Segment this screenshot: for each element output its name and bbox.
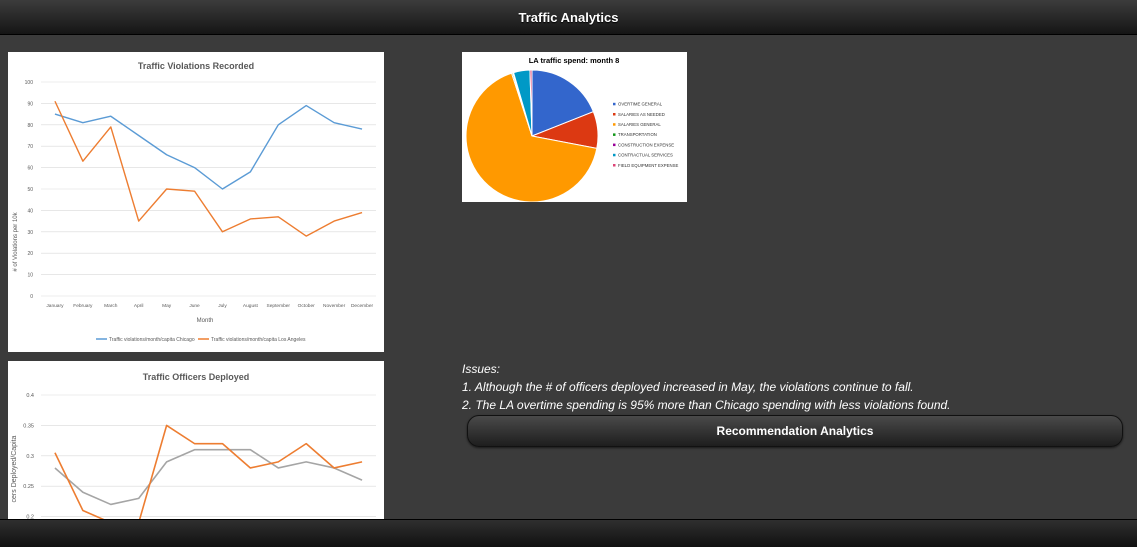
legend-swatch: [613, 133, 616, 136]
legend-swatch: [613, 154, 616, 157]
legend-swatch: [613, 113, 616, 116]
y-axis-label: cers Deployed/Capita: [11, 435, 18, 502]
legend-label: OVERTIME GENERAL: [618, 102, 663, 107]
spend-pie-panel: LA traffic spend: month 8 OVERTIME GENER…: [462, 52, 687, 202]
y-tick-label: 70: [27, 144, 33, 150]
officers-line-chart: Traffic Officers Deployed cers Deployed/…: [8, 361, 384, 519]
legend-label: FIELD EQUIPMENT EXPENSE: [618, 163, 678, 168]
legend-label: SALARIES GENERAL: [618, 122, 661, 127]
app-header: Traffic Analytics: [0, 0, 1137, 35]
legend-swatch: [613, 164, 616, 167]
y-tick-label: 0.25: [23, 484, 34, 490]
chart-title: Traffic Violations Recorded: [138, 61, 254, 71]
x-tick-label: April: [134, 303, 144, 309]
chart-title: Traffic Officers Deployed: [143, 372, 250, 382]
recommendation-analytics-button[interactable]: Recommendation Analytics: [467, 415, 1123, 447]
x-tick-label: June: [189, 303, 200, 309]
y-tick-label: 10: [27, 273, 33, 279]
legend-swatch: [613, 123, 616, 126]
issues-heading: Issues:: [462, 360, 1062, 378]
issues-section: Issues: 1. Although the # of officers de…: [462, 360, 1062, 414]
chart-legend: Traffic violations/month/capita Chicago …: [96, 337, 306, 343]
series-line-orange: [55, 425, 362, 519]
legend-label: SALARIES AS NEEDED: [618, 112, 665, 117]
y-tick-label: 80: [27, 123, 33, 129]
x-tick-label: February: [73, 303, 93, 309]
series-line-los-angeles: [55, 101, 362, 236]
legend-swatch: [613, 144, 616, 147]
y-tick-label: 100: [25, 80, 34, 86]
x-tick-label: July: [218, 303, 227, 309]
x-tick-label: January: [46, 303, 64, 309]
y-tick-label: 40: [27, 208, 33, 214]
y-tick-label: 0.3: [26, 454, 34, 460]
issue-item-1: 1. Although the # of officers deployed i…: [462, 378, 1062, 396]
legend-label: CONSTRUCTION EXPENSE: [618, 142, 674, 147]
y-tick-label: 0: [30, 294, 33, 300]
y-tick-label: 50: [27, 187, 33, 193]
x-tick-label: October: [298, 303, 315, 309]
y-tick-label: 90: [27, 101, 33, 107]
legend-label-chicago: Traffic violations/month/capita Chicago: [109, 337, 195, 343]
x-tick-label: May: [162, 303, 172, 309]
y-tick-label: 30: [27, 230, 33, 236]
legend-label: TRANSPORTATION: [618, 132, 657, 137]
y-tick-label: 60: [27, 166, 33, 172]
x-tick-label: March: [104, 303, 118, 309]
x-tick-label: November: [323, 303, 346, 309]
series-line-chicago: [55, 106, 362, 189]
y-tick-label: 0.35: [23, 423, 34, 429]
spend-pie-chart: LA traffic spend: month 8 OVERTIME GENER…: [462, 52, 687, 202]
chart-title: LA traffic spend: month 8: [529, 56, 620, 65]
x-tick-label: September: [267, 303, 291, 309]
violations-line-chart: Traffic Violations Recorded Month # of V…: [8, 52, 384, 352]
legend-label-los-angeles: Traffic violations/month/capita Los Ange…: [211, 337, 306, 343]
x-tick-label: August: [243, 303, 259, 309]
legend-swatch: [613, 103, 616, 106]
x-axis-label: Month: [197, 318, 214, 324]
y-tick-label: 0.4: [26, 393, 34, 399]
issue-item-2: 2. The LA overtime spending is 95% more …: [462, 396, 1062, 414]
legend-label: CONTRACTUAL SERVICES: [618, 153, 673, 158]
officers-chart-panel: Traffic Officers Deployed cers Deployed/…: [8, 361, 384, 519]
app-footer: [0, 519, 1137, 547]
series-line-gray: [55, 450, 362, 505]
x-tick-label: December: [351, 303, 374, 309]
violations-chart-panel: Traffic Violations Recorded Month # of V…: [8, 52, 384, 352]
page-title: Traffic Analytics: [519, 10, 619, 25]
y-axis-label: # of Violations per 10k: [13, 211, 19, 271]
y-tick-label: 20: [27, 251, 33, 257]
